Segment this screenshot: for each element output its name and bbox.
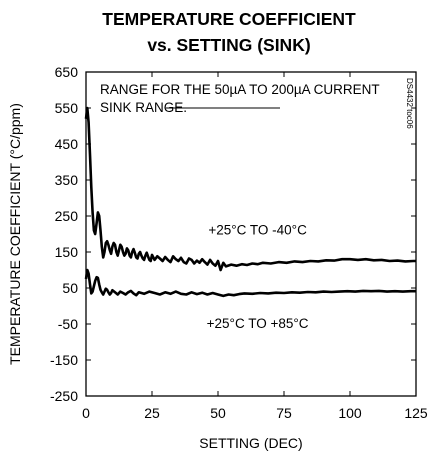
figure-tag: DS4432 toc06 — [405, 78, 414, 129]
x-tick-label: 125 — [404, 405, 428, 421]
y-tick-label: 250 — [55, 208, 79, 224]
series-label-background — [193, 221, 322, 240]
y-axis-label: TEMPERATURE COEFFICIENT (°C/ppm) — [7, 103, 23, 365]
y-tick-label: 650 — [55, 64, 79, 80]
series-line-1 — [84, 106, 416, 272]
y-tick-label: 150 — [55, 244, 79, 260]
x-tick-label: 0 — [82, 405, 90, 421]
y-tick-label: 350 — [55, 172, 79, 188]
y-tick-label: 550 — [55, 100, 79, 116]
annotation-line-2: SINK RANGE. — [100, 100, 187, 115]
y-tick-label: 50 — [62, 280, 78, 296]
series-label-layer: +25°C TO -40°C +25°C TO +85°C — [193, 221, 322, 333]
x-tick-label: 75 — [276, 405, 292, 421]
series-label-2: +25°C TO +85°C — [207, 316, 309, 331]
tick-marks — [85, 71, 417, 397]
y-tick-label: -250 — [50, 388, 78, 404]
annotation-line-1: RANGE FOR THE 50µA TO 200µA CURRENT — [100, 82, 380, 97]
series-label-background — [193, 315, 322, 333]
series-label-1: +25°C TO -40°C — [208, 223, 307, 238]
plot-frame — [85, 71, 417, 397]
y-tick-labels: 650 550 450 350 250 150 50 -50 -150 -250 — [50, 64, 78, 404]
chart-title-line-1: TEMPERATURE COEFFICIENT — [102, 9, 356, 29]
x-tick-label: 50 — [210, 405, 226, 421]
y-tick-label: -150 — [50, 352, 78, 368]
y-tick-label: -50 — [58, 316, 78, 332]
chart-title-line-2: vs. SETTING (SINK) — [147, 35, 310, 55]
y-tick-label: 450 — [55, 136, 79, 152]
x-tick-label: 25 — [144, 405, 160, 421]
x-tick-labels: 0 25 50 75 100 125 — [82, 405, 428, 421]
series-layer — [84, 106, 416, 298]
series-line-2 — [84, 268, 416, 298]
x-tick-label: 100 — [338, 405, 362, 421]
x-axis-label: SETTING (DEC) — [199, 435, 302, 451]
